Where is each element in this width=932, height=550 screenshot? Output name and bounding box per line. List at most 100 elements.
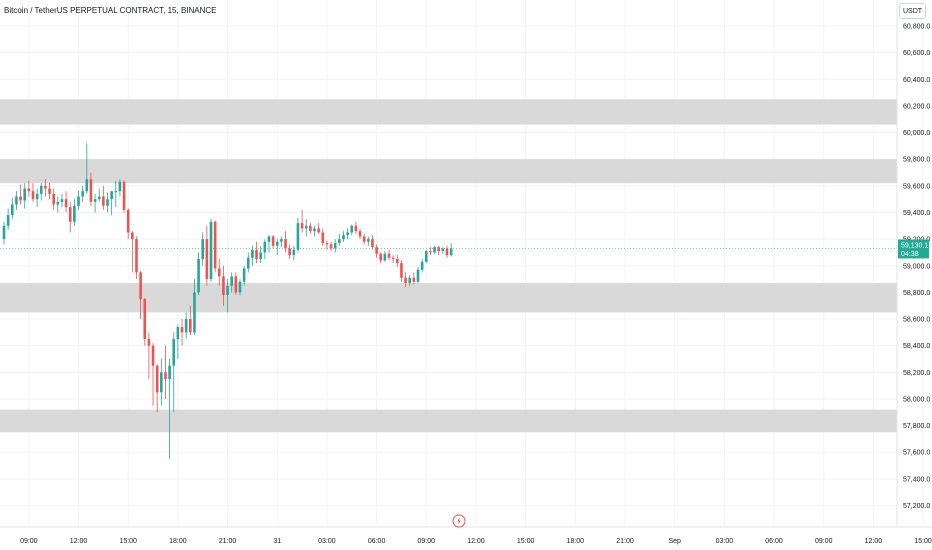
candle-body: [284, 239, 287, 249]
time-tick-label: Sep: [668, 538, 681, 545]
candle: [383, 251, 387, 262]
candle-body: [106, 199, 109, 206]
candle: [333, 239, 337, 253]
candle-body: [213, 221, 217, 269]
candle-body: [304, 225, 308, 229]
price-tick-label: 57,800.0: [903, 423, 930, 430]
candle: [93, 193, 97, 213]
candle-body: [437, 247, 440, 252]
candle-body: [325, 243, 329, 245]
candle-body: [280, 239, 283, 242]
candles: [2, 143, 453, 459]
candle: [321, 228, 325, 246]
candle-body: [362, 236, 366, 242]
candle-body: [259, 252, 262, 260]
candle-body: [97, 196, 101, 200]
candle: [213, 220, 217, 273]
candle-body: [379, 253, 383, 261]
candle: [292, 245, 296, 261]
candle: [313, 225, 316, 237]
candle: [122, 180, 126, 213]
candle: [246, 252, 250, 273]
candle-body: [350, 225, 354, 233]
candle: [275, 239, 279, 256]
candle: [251, 245, 254, 266]
candle: [106, 192, 109, 213]
candle-body: [73, 205, 76, 222]
candle: [60, 193, 64, 208]
candle-body: [296, 223, 300, 250]
candle: [300, 209, 304, 233]
candle: [404, 272, 407, 288]
candle-body: [189, 319, 192, 333]
candle-body: [404, 277, 407, 284]
price-axis[interactable]: 60,800.0 60,600.0 60,400.0 60,200.0 60,000.0…: [903, 24, 930, 511]
candle-body: [275, 241, 279, 246]
time-tick-label: 18:00: [567, 538, 585, 545]
candle: [230, 272, 233, 293]
candle: [387, 249, 391, 261]
current-price-marker: 59,130.1 04:38: [0, 239, 929, 259]
price-zone: [0, 159, 897, 184]
candle-body: [77, 196, 80, 206]
candle-body: [10, 204, 14, 216]
price-tick-label: 58,200.0: [903, 370, 930, 377]
candle: [317, 223, 320, 234]
candle-body: [424, 251, 428, 262]
candle-body: [271, 236, 275, 246]
candle-body: [420, 261, 424, 270]
candle-body: [160, 372, 163, 393]
candle: [23, 183, 26, 209]
candle-body: [197, 259, 200, 293]
currency-button[interactable]: USDT: [899, 3, 926, 19]
price-tick-label: 59,600.0: [903, 183, 930, 190]
lightning-event-icon[interactable]: [452, 514, 466, 528]
price-tick-label: 60,800.0: [903, 24, 930, 31]
candle-body: [346, 232, 349, 236]
candle: [209, 219, 213, 282]
candle: [139, 271, 142, 320]
candle: [205, 225, 209, 286]
candle: [412, 272, 416, 285]
candle-body: [309, 225, 312, 232]
candle-body: [354, 225, 358, 232]
candle-body: [180, 327, 184, 333]
candle: [259, 245, 262, 264]
bar-countdown: 04:38: [901, 251, 919, 258]
candle-body: [81, 191, 84, 197]
candle: [10, 197, 14, 220]
candle: [371, 235, 374, 250]
candle: [350, 224, 354, 236]
price-tick-label: 60,400.0: [903, 77, 930, 84]
candle-body: [131, 232, 134, 240]
price-tick-label: 59,000.0: [903, 263, 930, 270]
candle: [155, 364, 159, 413]
candle-body: [391, 257, 395, 260]
price-tick-label: 58,600.0: [903, 317, 930, 324]
candle-body: [19, 196, 22, 201]
candle-body: [441, 248, 445, 252]
candle-body: [209, 221, 213, 280]
candle: [433, 245, 436, 254]
candle: [234, 272, 238, 296]
time-tick-label: 09:00: [815, 538, 833, 545]
time-axis[interactable]: 09:00 12:00 15:00 18:00 21:00 31 03:00 06:00 09:…: [20, 538, 932, 545]
candle: [48, 183, 51, 200]
candle: [271, 235, 275, 249]
candle: [437, 245, 440, 256]
candle: [338, 233, 341, 246]
candle-body: [193, 292, 196, 333]
candle-body: [313, 228, 316, 232]
time-tick-label: 12:00: [865, 538, 883, 545]
candle-body: [251, 249, 254, 258]
candle-body: [60, 199, 64, 202]
candle-body: [139, 272, 142, 300]
candle: [416, 267, 420, 284]
candle: [73, 199, 76, 226]
time-tick-label: 06:00: [368, 538, 386, 545]
candle: [288, 244, 291, 260]
candle-body: [64, 199, 68, 208]
current-price-value: 59,130.1: [901, 242, 928, 249]
candle: [346, 228, 349, 240]
